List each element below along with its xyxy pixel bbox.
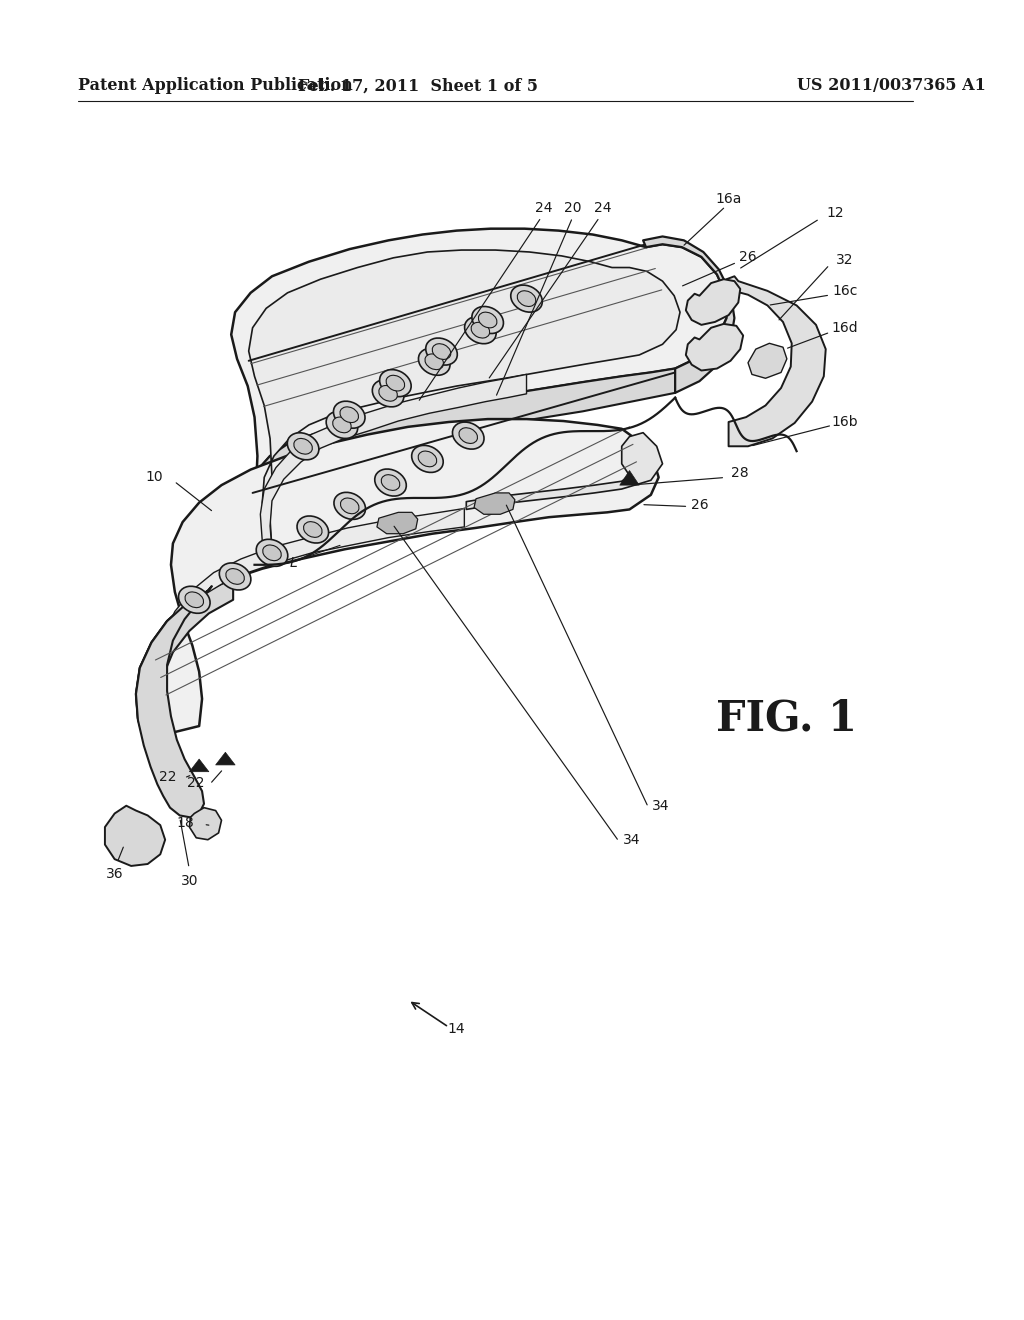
Text: 10: 10 (145, 470, 163, 484)
Text: Patent Application Publication: Patent Application Publication (78, 77, 352, 94)
Ellipse shape (219, 562, 251, 590)
Polygon shape (104, 805, 165, 866)
Ellipse shape (465, 317, 497, 343)
Ellipse shape (379, 385, 397, 401)
Polygon shape (136, 418, 658, 739)
Text: 12: 12 (826, 206, 844, 220)
Polygon shape (189, 759, 209, 772)
Text: FIG. 1: FIG. 1 (717, 697, 857, 739)
Ellipse shape (517, 290, 536, 306)
Polygon shape (466, 433, 663, 510)
Text: 20: 20 (564, 201, 582, 215)
Ellipse shape (288, 433, 318, 459)
Polygon shape (243, 368, 675, 565)
Text: 22: 22 (186, 776, 204, 791)
Ellipse shape (511, 285, 543, 312)
Polygon shape (260, 375, 526, 561)
Ellipse shape (334, 401, 365, 428)
Ellipse shape (425, 354, 443, 370)
Text: 16d: 16d (831, 321, 858, 335)
Text: 30: 30 (180, 874, 199, 888)
Text: 34: 34 (652, 799, 670, 813)
Ellipse shape (418, 451, 436, 467)
Ellipse shape (419, 348, 450, 375)
Text: 16c: 16c (833, 284, 858, 298)
Polygon shape (249, 249, 680, 552)
Polygon shape (189, 808, 221, 840)
Text: 36: 36 (105, 867, 124, 880)
Polygon shape (620, 470, 639, 486)
Polygon shape (377, 512, 418, 533)
Ellipse shape (327, 412, 357, 438)
Text: 32: 32 (837, 252, 854, 267)
Text: 22: 22 (160, 770, 177, 784)
Ellipse shape (432, 343, 451, 359)
Polygon shape (724, 276, 825, 446)
Ellipse shape (226, 569, 245, 585)
Ellipse shape (333, 417, 351, 433)
Ellipse shape (471, 322, 489, 338)
Ellipse shape (381, 475, 399, 491)
Ellipse shape (185, 591, 204, 607)
Ellipse shape (256, 540, 288, 566)
Text: Feb. 17, 2011  Sheet 1 of 5: Feb. 17, 2011 Sheet 1 of 5 (298, 77, 538, 94)
Text: 14: 14 (447, 1022, 465, 1036)
Polygon shape (686, 323, 743, 371)
Polygon shape (748, 343, 786, 379)
Text: L: L (290, 556, 297, 570)
Text: 34: 34 (623, 833, 640, 846)
Ellipse shape (297, 516, 329, 543)
Text: 24: 24 (594, 201, 611, 215)
Ellipse shape (412, 445, 443, 473)
Polygon shape (147, 508, 464, 735)
Polygon shape (474, 492, 515, 515)
Ellipse shape (373, 380, 403, 407)
Ellipse shape (459, 428, 477, 444)
Ellipse shape (178, 586, 210, 614)
Ellipse shape (472, 306, 504, 334)
Polygon shape (686, 280, 740, 325)
Ellipse shape (263, 545, 282, 561)
Ellipse shape (334, 492, 366, 519)
Text: 18: 18 (176, 816, 195, 830)
Ellipse shape (303, 521, 323, 537)
Text: US 2011/0037365 A1: US 2011/0037365 A1 (797, 77, 985, 94)
Ellipse shape (426, 338, 458, 366)
Ellipse shape (340, 498, 359, 513)
Polygon shape (136, 578, 233, 762)
Ellipse shape (375, 469, 407, 496)
Ellipse shape (294, 438, 312, 454)
Polygon shape (216, 752, 236, 764)
Text: 16b: 16b (831, 414, 858, 429)
Ellipse shape (380, 370, 412, 396)
Polygon shape (643, 236, 734, 393)
Text: 26: 26 (690, 498, 709, 512)
Text: 16a: 16a (716, 191, 741, 206)
Ellipse shape (478, 312, 497, 327)
Ellipse shape (453, 422, 484, 449)
Text: 24: 24 (536, 201, 553, 215)
Ellipse shape (340, 407, 358, 422)
Text: 26: 26 (739, 249, 757, 264)
Polygon shape (136, 586, 212, 817)
Polygon shape (231, 228, 727, 562)
Ellipse shape (386, 375, 404, 391)
Text: 28: 28 (731, 466, 750, 480)
